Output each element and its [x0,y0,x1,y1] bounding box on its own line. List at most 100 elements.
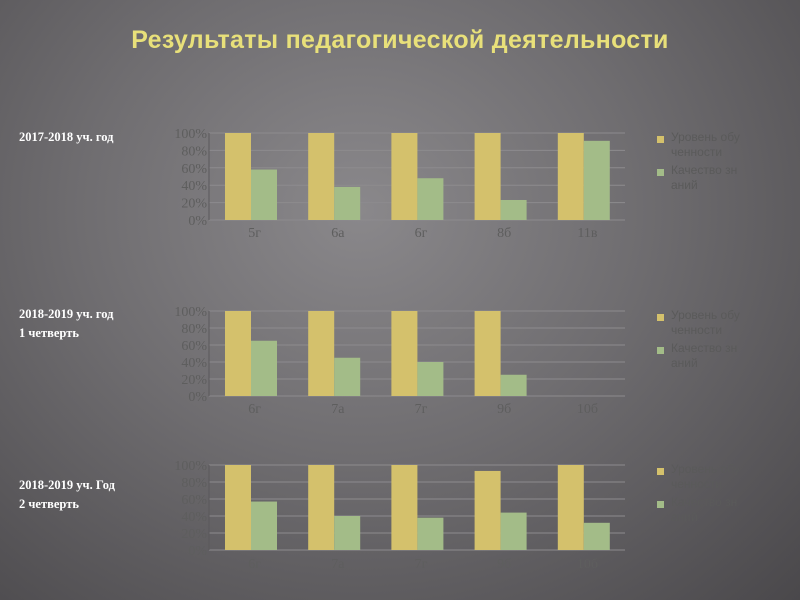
bar-quality [417,362,444,396]
x-tick-label: 10б [577,402,598,417]
bar-level [474,133,501,220]
x-tick-label: 5г [248,226,261,241]
x-tick-label: 9б [497,557,511,572]
y-tick-label: 20% [181,527,207,542]
bar-level [391,311,418,396]
legend-label: ченности [671,477,723,491]
y-tick-label: 100% [174,305,207,320]
y-tick-label: 40% [181,356,207,371]
y-tick-label: 60% [181,493,207,508]
legend-swatch [657,136,664,143]
x-tick-label: 10б [577,557,598,572]
bar-quality [417,178,444,220]
bar-level [308,133,335,220]
bar-quality [417,517,444,550]
legend-label: Качество зн [671,341,738,355]
legend-item: Качество зн аний [657,163,777,193]
bar-quality [500,512,527,550]
legend-label: ченности [671,145,723,159]
bar-level [225,133,251,220]
y-tick-label: 0% [188,544,207,559]
bar-level [474,470,501,550]
y-tick-label: 20% [181,197,207,212]
y-tick-label: 0% [188,390,207,405]
legend-label: аний [671,356,698,370]
chart-3-label-line-1: 2018-2019 уч. Год [19,478,115,492]
chart-3-label-line-2: 2 четверть [19,497,79,511]
legend-label: аний [671,510,698,524]
bar-quality [251,169,277,220]
chart-2-legend: Уровень обу ченности Качество зн аний [657,308,777,374]
y-tick-label: 40% [181,510,207,525]
legend-label: Уровень обу [671,308,740,322]
legend-label: Качество зн [671,495,738,509]
legend-item: Уровень обу ченности [657,308,777,338]
y-tick-label: 80% [181,322,207,337]
x-tick-label: 9б [497,402,511,417]
x-tick-label: 6а [331,226,345,241]
page-title: Результаты педагогической деятельности [131,26,669,54]
legend-item: Уровень обу ченности [657,130,777,160]
legend-label: Уровень обу [671,462,740,476]
bar-quality [251,340,277,396]
bar-level [391,133,418,220]
x-tick-label: 7а [331,557,345,572]
bar-quality [583,522,610,550]
legend-item: Уровень обу ченности [657,462,777,492]
legend-label: Качество зн [671,163,738,177]
bar-quality [583,140,610,220]
y-tick-label: 40% [181,179,207,194]
bar-level [225,465,251,550]
legend-swatch [657,347,664,354]
chart-3-legend: Уровень обу ченности Качество зн аний [657,462,777,528]
legend-swatch [657,468,664,475]
bar-level [391,465,418,550]
chart-1-label-line-1: 2017-2018 уч. год [19,130,114,144]
y-tick-label: 100% [174,127,207,142]
x-tick-label: 6г [248,402,261,417]
bar-level [557,465,584,550]
bar-quality [500,374,527,396]
bar-quality [500,199,527,220]
chart-2: 100% 80% 60% 40% 20% 0% 6г 7а 7г 9б 10б [174,305,625,417]
y-tick-label: 60% [181,162,207,177]
x-tick-label: 11в [577,226,597,241]
x-tick-label: 6г [415,226,428,241]
bar-level [474,311,501,396]
bar-level [308,465,335,550]
chart-3: 100% 80% 60% 40% 20% 0% 6г 7а 7г 9б 10б [174,459,625,572]
bar-quality [251,501,277,550]
chart-1-legend: Уровень обу ченности Качество зн аний [657,130,777,196]
bar-quality [334,186,361,220]
y-tick-label: 80% [181,476,207,491]
y-tick-label: 0% [188,214,207,229]
chart-1-label: 2017-2018 уч. год [19,128,113,147]
bar-level [308,311,335,396]
legend-swatch [657,314,664,321]
legend-swatch [657,501,664,508]
legend-label: ченности [671,323,723,337]
bar-level [225,311,251,396]
chart-2-label-line-2: 1 четверть [19,326,79,340]
chart-3-label: 2018-2019 уч. Год 2 четверть [19,476,115,514]
bar-quality [334,516,361,550]
chart-2-label: 2018-2019 уч. год 1 четверть [19,305,113,343]
chart-1: 100% 80% 60% 40% 20% 0% 5г 6а 6г 8б 11в [174,127,625,241]
x-tick-label: 6г [248,557,261,572]
x-tick-label: 7г [415,557,428,572]
legend-item: Качество зн аний [657,341,777,371]
bar-level [557,133,584,220]
y-tick-label: 80% [181,144,207,159]
chart-2-label-line-1: 2018-2019 уч. год [19,307,114,321]
legend-label: аний [671,178,698,192]
legend-item: Качество зн аний [657,495,777,525]
bar-quality [334,357,361,396]
x-tick-label: 7а [331,402,345,417]
legend-swatch [657,169,664,176]
y-tick-label: 100% [174,459,207,474]
y-tick-label: 60% [181,339,207,354]
x-tick-label: 7г [415,402,428,417]
legend-label: Уровень обу [671,130,740,144]
y-tick-label: 20% [181,373,207,388]
